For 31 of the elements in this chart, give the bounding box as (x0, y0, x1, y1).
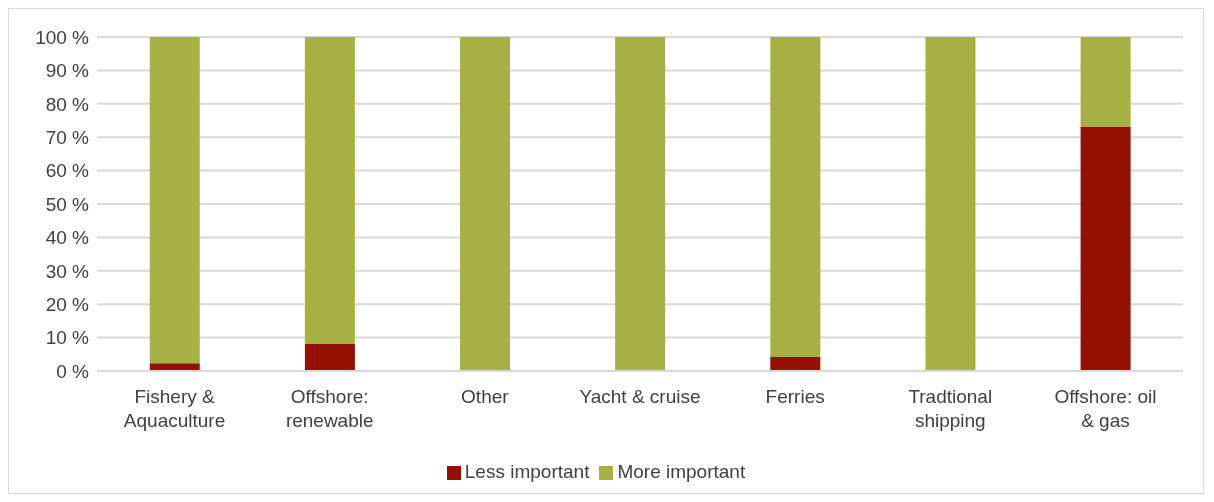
x-tick-label: Offshore: renewable (285, 386, 374, 431)
bar (925, 37, 976, 371)
y-tick-label: 80 % (45, 93, 90, 115)
y-tick-label: 20 % (45, 293, 90, 315)
bar (304, 343, 355, 371)
y-tick-label: 100 % (35, 26, 90, 48)
bar (460, 37, 511, 371)
bar (770, 37, 821, 357)
bar (615, 37, 666, 371)
y-tick-label: 30 % (45, 260, 90, 282)
x-tick-label: Offshore: oil & gas (1054, 386, 1157, 431)
x-tick-label: Fishery & Aquaculture (123, 386, 226, 431)
bar (304, 37, 355, 344)
y-tick-label: 70 % (45, 126, 90, 148)
bar (1080, 37, 1131, 127)
y-tick-label: 50 % (45, 193, 90, 215)
x-tick-label: Tradtional shipping (908, 386, 993, 431)
x-tick-label: Ferries (765, 386, 825, 407)
legend-label: Less important (464, 461, 590, 482)
y-tick-label: 40 % (45, 227, 90, 249)
bar (770, 356, 821, 371)
y-tick-label: 90 % (45, 60, 90, 82)
legend-label: More important (617, 461, 746, 482)
bar (149, 363, 200, 371)
x-tick-label: Other (461, 386, 510, 407)
y-tick-label: 10 % (45, 327, 90, 349)
bar (149, 37, 200, 364)
y-tick-label: 60 % (45, 160, 90, 182)
bar (1080, 126, 1131, 371)
x-tick-label: Yacht & cruise (579, 386, 701, 407)
y-tick-label: 0 % (56, 360, 90, 382)
